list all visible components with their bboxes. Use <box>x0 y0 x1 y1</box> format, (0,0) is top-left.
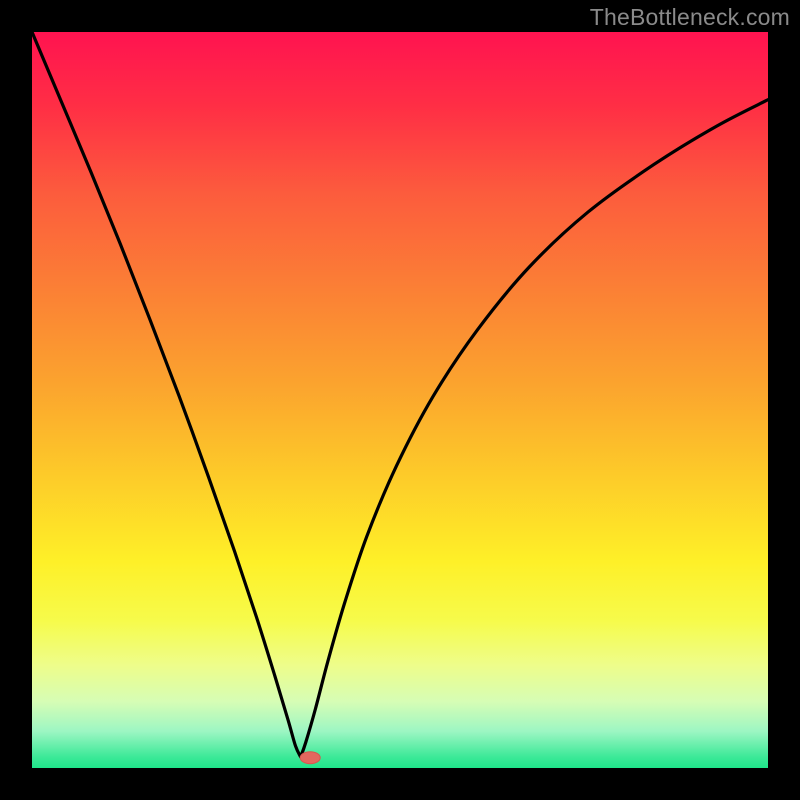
chart-stage: TheBottleneck.com <box>0 0 800 800</box>
plot-background <box>32 32 768 768</box>
optimal-marker <box>300 752 320 764</box>
bottleneck-curve-chart <box>0 0 800 800</box>
